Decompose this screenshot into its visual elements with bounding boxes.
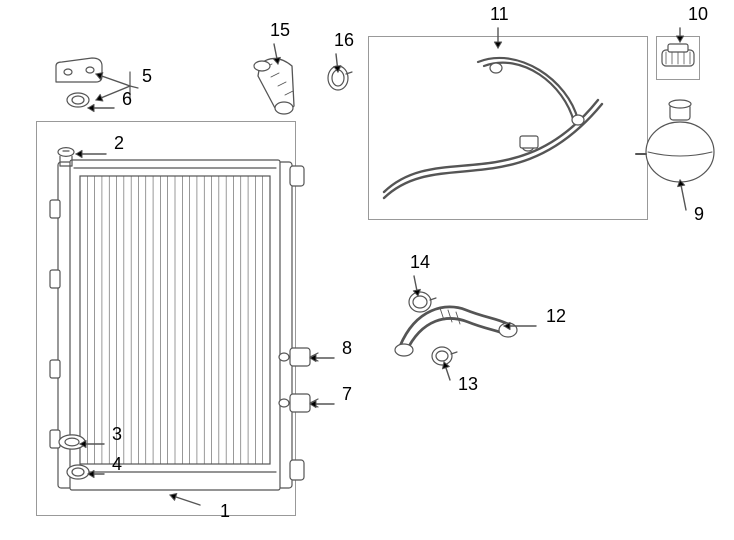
cap-group-box xyxy=(656,36,700,80)
radiator-group-box xyxy=(36,121,296,516)
callout-7: 7 xyxy=(342,384,352,405)
callout-12: 12 xyxy=(546,306,566,327)
callout-16: 16 xyxy=(334,30,354,51)
callout-3: 3 xyxy=(112,424,122,445)
diagram-stage: 12345678910111213141516 xyxy=(0,0,734,540)
callout-5: 5 xyxy=(142,66,152,87)
callout-13: 13 xyxy=(458,374,478,395)
callout-2: 2 xyxy=(114,133,124,154)
callout-14: 14 xyxy=(410,252,430,273)
callout-10: 10 xyxy=(688,4,708,25)
callout-15: 15 xyxy=(270,20,290,41)
callout-4: 4 xyxy=(112,454,122,475)
hose-group-box xyxy=(368,36,648,220)
callout-6: 6 xyxy=(122,89,132,110)
callout-9: 9 xyxy=(694,204,704,225)
callout-8: 8 xyxy=(342,338,352,359)
callout-1: 1 xyxy=(220,501,230,522)
callout-11: 11 xyxy=(490,4,509,25)
